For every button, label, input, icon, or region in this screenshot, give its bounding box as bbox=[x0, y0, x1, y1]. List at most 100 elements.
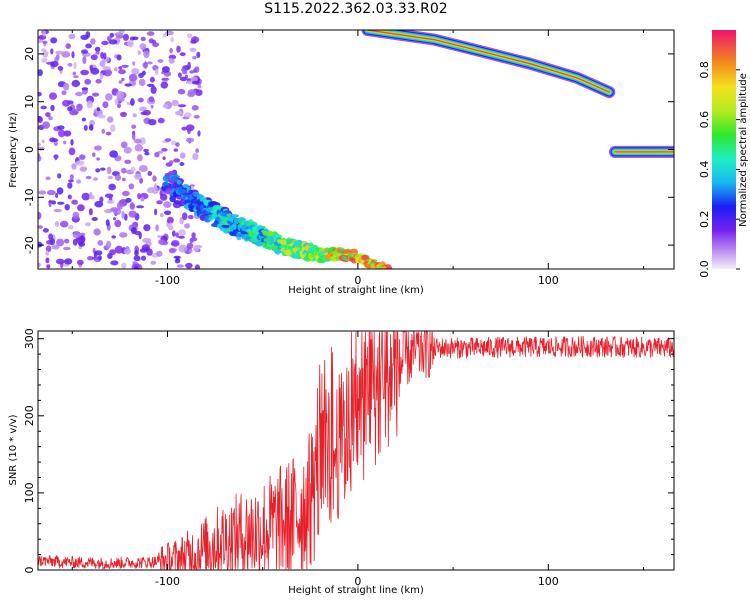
noise-speckle bbox=[137, 154, 143, 162]
noise-speckle bbox=[190, 76, 198, 82]
noise-speckle bbox=[53, 208, 62, 213]
noise-speckle bbox=[45, 250, 50, 256]
colorbar-tick-label: 0.0 bbox=[698, 260, 711, 278]
noise-speckle bbox=[46, 264, 51, 269]
noise-speckle bbox=[85, 222, 91, 227]
noise-speckle bbox=[109, 32, 115, 38]
low-branch-blob bbox=[173, 200, 181, 205]
noise-speckle bbox=[124, 213, 128, 221]
noise-speckle bbox=[139, 43, 147, 50]
noise-speckle bbox=[100, 167, 106, 171]
noise-speckle bbox=[168, 58, 175, 64]
noise-speckle bbox=[105, 93, 113, 101]
noise-speckle bbox=[72, 231, 81, 239]
noise-speckle bbox=[85, 175, 92, 180]
noise-speckle bbox=[150, 104, 154, 109]
noise-speckle bbox=[109, 124, 116, 132]
noise-speckle bbox=[107, 116, 114, 123]
noise-speckle bbox=[134, 144, 143, 152]
noise-speckle bbox=[42, 30, 47, 37]
noise-speckle bbox=[121, 210, 125, 219]
noise-speckle bbox=[98, 255, 102, 261]
noise-speckle bbox=[56, 238, 65, 247]
y-tick-label: 200 bbox=[23, 405, 36, 426]
noise-speckle bbox=[185, 80, 194, 85]
noise-speckle bbox=[102, 101, 109, 109]
noise-speckle bbox=[146, 83, 155, 87]
noise-speckle bbox=[42, 40, 48, 45]
noise-speckle bbox=[86, 100, 93, 109]
noise-speckle bbox=[38, 142, 42, 147]
noise-speckle bbox=[137, 192, 141, 200]
noise-speckle bbox=[81, 49, 88, 54]
low-branch-blob bbox=[266, 230, 274, 237]
noise-speckle bbox=[71, 79, 81, 88]
noise-speckle bbox=[105, 219, 110, 227]
noise-speckle bbox=[67, 194, 72, 200]
noise-speckle bbox=[178, 229, 186, 237]
low-branch-blob bbox=[221, 224, 231, 228]
noise-speckle bbox=[132, 113, 137, 118]
noise-speckle bbox=[182, 212, 188, 221]
snr-frame bbox=[37, 330, 675, 571]
noise-speckle bbox=[40, 105, 47, 110]
noise-speckle bbox=[38, 211, 42, 220]
noise-speckle bbox=[41, 139, 45, 143]
noise-speckle bbox=[175, 257, 180, 261]
noise-speckle bbox=[96, 107, 101, 112]
y-tick-label: -10 bbox=[23, 188, 36, 206]
noise-speckle bbox=[105, 240, 112, 249]
noise-speckle bbox=[38, 154, 42, 162]
low-branch-blob bbox=[176, 179, 181, 185]
noise-speckle bbox=[49, 238, 55, 246]
noise-speckle bbox=[68, 179, 74, 183]
noise-speckle bbox=[180, 152, 186, 159]
y-tick-label: 20 bbox=[23, 47, 36, 61]
noise-speckle bbox=[138, 72, 144, 78]
noise-speckle bbox=[190, 40, 197, 44]
noise-speckle bbox=[121, 77, 125, 82]
snr-ticks: -100 0 100 0 100 200 300 bbox=[23, 328, 674, 588]
noise-speckle bbox=[182, 70, 188, 75]
low-branch-blob bbox=[386, 266, 392, 269]
noise-speckle bbox=[57, 173, 62, 179]
noise-speckle bbox=[94, 250, 103, 256]
noise-speckle bbox=[79, 166, 88, 172]
noise-speckle bbox=[143, 50, 150, 59]
noise-speckle bbox=[69, 174, 74, 180]
noise-speckle bbox=[92, 152, 96, 157]
noise-speckle bbox=[161, 77, 170, 81]
noise-speckle bbox=[115, 174, 121, 181]
noise-speckle bbox=[173, 158, 181, 163]
noise-speckle bbox=[67, 225, 74, 230]
noise-speckle bbox=[155, 224, 159, 232]
noise-speckle bbox=[62, 82, 70, 91]
noise-speckle bbox=[127, 39, 134, 48]
snr-y-axis-label: SNR (10 * v/v) bbox=[8, 414, 19, 485]
noise-speckle bbox=[134, 173, 142, 180]
noise-speckle bbox=[50, 61, 59, 68]
noise-speckle bbox=[57, 201, 65, 205]
noise-speckle bbox=[102, 66, 111, 71]
noise-speckle bbox=[61, 90, 67, 96]
y-tick-label: 0 bbox=[23, 146, 36, 153]
noise-speckle bbox=[152, 42, 160, 48]
noise-speckle bbox=[160, 81, 169, 89]
noise-speckle bbox=[168, 248, 176, 254]
noise-speckle bbox=[125, 197, 132, 203]
noise-speckle bbox=[132, 36, 139, 41]
noise-speckle bbox=[56, 187, 64, 195]
noise-speckle bbox=[108, 39, 118, 45]
noise-speckle bbox=[187, 33, 193, 39]
noise-speckle bbox=[85, 43, 92, 49]
high-branch-ridge bbox=[366, 30, 610, 93]
spectrogram-x-axis-label: Height of straight line (km) bbox=[288, 285, 424, 296]
noise-speckle bbox=[147, 187, 155, 194]
noise-speckle bbox=[63, 238, 70, 244]
noise-speckle bbox=[187, 61, 191, 70]
noise-speckle bbox=[178, 244, 188, 253]
noise-speckle bbox=[140, 36, 146, 42]
noise-speckle bbox=[54, 154, 58, 161]
colorbar-ticks: 0.0 0.2 0.4 0.6 0.8 bbox=[698, 61, 740, 278]
figure-title: S115.2022.362.03.33.R02 bbox=[264, 1, 448, 17]
